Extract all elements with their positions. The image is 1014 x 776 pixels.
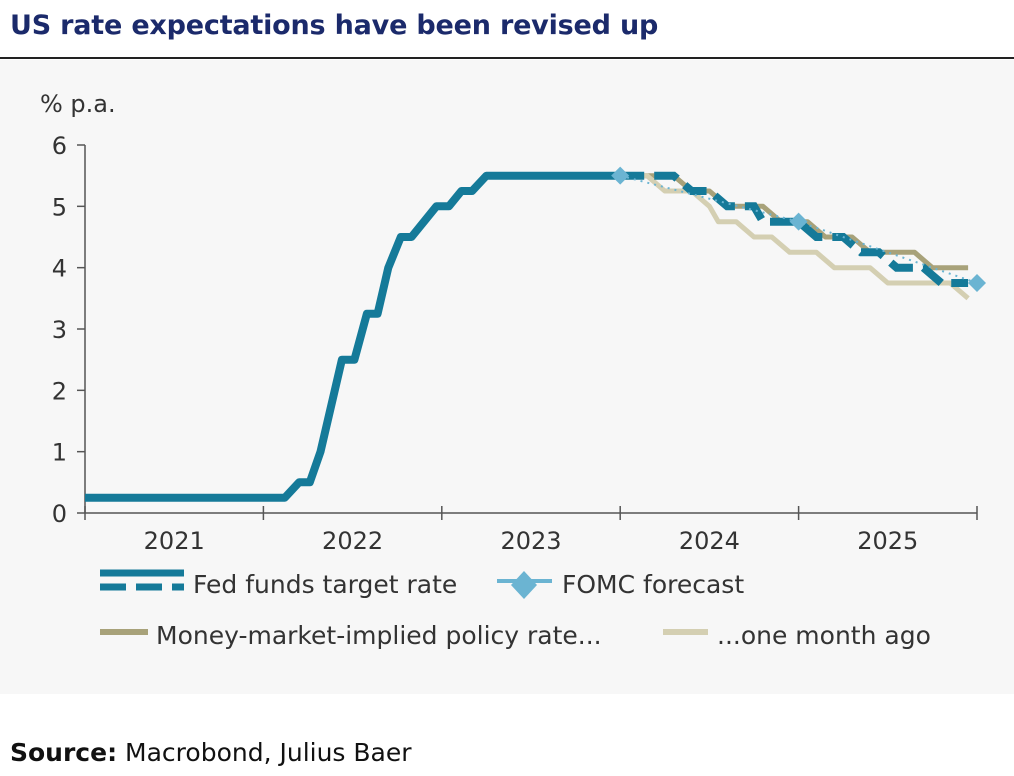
fomc-forecast-marker: [611, 166, 630, 185]
source-label: Source:: [10, 738, 118, 767]
title-rule: [0, 57, 1014, 59]
series-group: [85, 166, 986, 502]
y-tick-label: 0: [52, 500, 67, 528]
y-tick-label: 2: [52, 377, 67, 405]
y-tick-label: 1: [52, 439, 67, 467]
legend-label-fomc: FOMC forecast: [562, 570, 744, 599]
x-tick-label: 2022: [322, 527, 383, 555]
axes: 0 1 2 3 4 5 6 2021 2022 2023 2024 2025: [52, 132, 978, 555]
legend: Fed funds target rate FOMC forecast Money-…: [100, 569, 931, 650]
legend-label-one-month: ...one month ago: [717, 621, 931, 650]
legend-label-money-market: Money-market-implied policy rate...: [156, 621, 602, 650]
y-tick-label: 6: [52, 132, 67, 160]
chart-title: US rate expectations have been revised u…: [10, 10, 659, 41]
y-axis-label: % p.a.: [40, 90, 116, 118]
source-note: Source: Macrobond, Julius Baer: [10, 738, 412, 767]
y-tick-label: 4: [52, 255, 67, 283]
fomc-forecast-marker: [789, 212, 808, 231]
x-tick-label: 2024: [679, 527, 740, 555]
series-fomc-forecast-line: [619, 174, 978, 284]
series-fed-funds-target-rate: [85, 171, 621, 502]
legend-fomc-diamond-icon: [511, 571, 537, 599]
y-tick-label: 5: [52, 193, 67, 221]
rate-chart: % p.a. 0 1 2 3 4 5 6 2021 2022 2023 2024 2025 Fed f…: [40, 90, 986, 650]
legend-label-fed-funds: Fed funds target rate: [193, 570, 457, 599]
x-tick-label: 2023: [500, 527, 561, 555]
x-tick-label: 2025: [857, 527, 918, 555]
chart-panel: % p.a. 0 1 2 3 4 5 6 2021 2022 2023 2024 2025 Fed f…: [0, 60, 1014, 694]
y-tick-label: 3: [52, 316, 67, 344]
source-text: Macrobond, Julius Baer: [117, 738, 412, 767]
fomc-forecast-marker: [968, 274, 986, 292]
series-fed-funds-target-rate-expected: [620, 171, 969, 287]
x-tick-label: 2021: [144, 527, 205, 555]
series-one-month-ago: [620, 173, 970, 301]
